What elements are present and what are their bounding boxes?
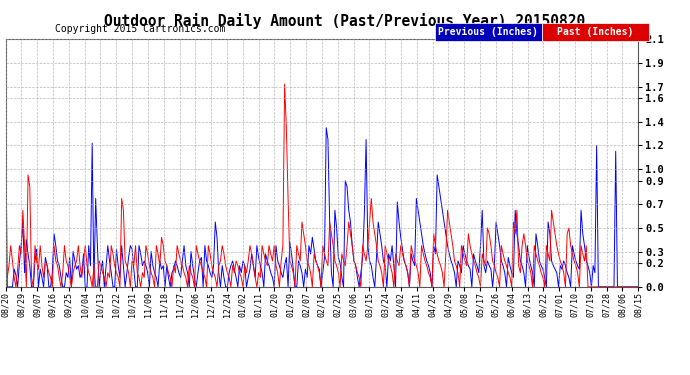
Text: Previous (Inches): Previous (Inches) <box>438 27 538 37</box>
Text: Outdoor Rain Daily Amount (Past/Previous Year) 20150820: Outdoor Rain Daily Amount (Past/Previous… <box>104 13 586 29</box>
Text: Copyright 2015 Cartronics.com: Copyright 2015 Cartronics.com <box>55 24 226 34</box>
Text: Past (Inches): Past (Inches) <box>557 27 633 37</box>
